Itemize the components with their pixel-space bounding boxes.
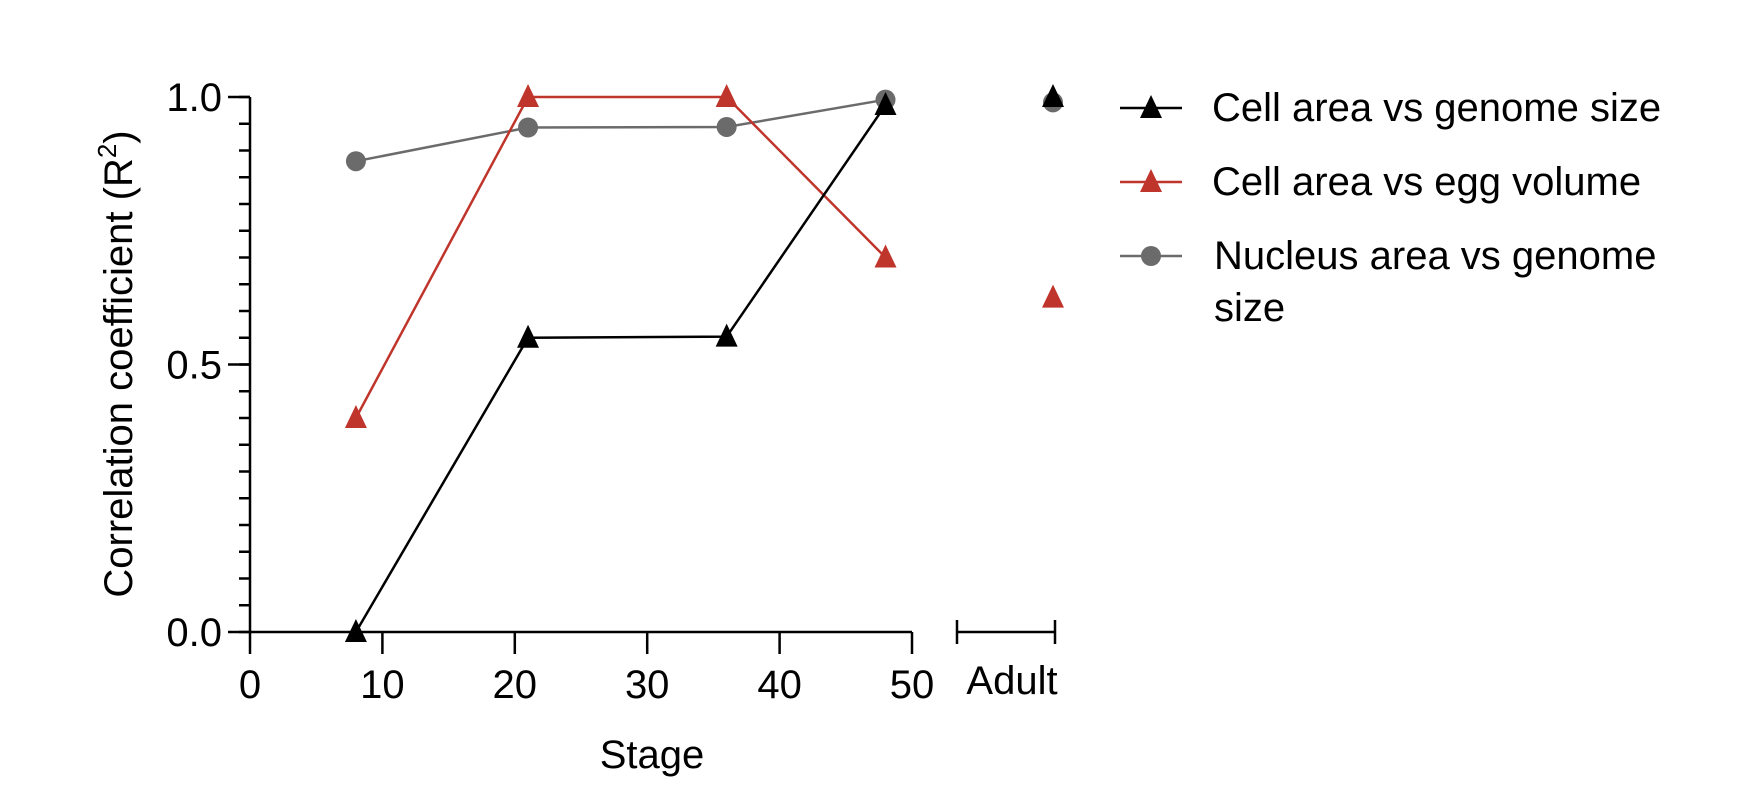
legend-label: Cell area vs egg volume — [1212, 160, 1641, 204]
y-tick-label: 0.5 — [166, 344, 222, 388]
legend-item: Cell area vs egg volume — [1120, 160, 1641, 204]
legend-item: Nucleus area vs genome size — [1120, 234, 1656, 330]
series-0 — [344, 84, 1064, 642]
data-point — [344, 619, 367, 642]
data-point — [345, 151, 366, 172]
x-tick-label: 40 — [757, 663, 802, 707]
axes: 0.0 0.5 1.0 0 10 20 30 40 50 Adult Stage Correlatio… — [92, 76, 1058, 777]
series-line — [355, 98, 886, 163]
data-point — [716, 116, 737, 137]
data-point — [344, 405, 367, 428]
legend-label: size — [1214, 286, 1285, 330]
data-point — [518, 117, 539, 138]
adult-point — [1042, 284, 1064, 308]
x-tick-label: 0 — [239, 663, 261, 707]
data-point — [715, 84, 738, 107]
adult-point — [1042, 84, 1064, 107]
legend-marker — [1140, 95, 1162, 118]
series-1 — [344, 84, 1064, 428]
x-tick-label: 30 — [625, 663, 670, 707]
legend-item: Cell area vs genome size — [1120, 86, 1661, 130]
series-line — [354, 104, 887, 633]
data-point — [517, 324, 540, 348]
legend-label: Cell area vs genome size — [1212, 86, 1661, 130]
legend-marker — [1141, 246, 1161, 266]
y-tick-label: 0.0 — [166, 611, 222, 655]
y-axis-title: Correlation coefficient (R2) — [92, 130, 141, 597]
y-axis-title-close: ) — [97, 130, 141, 143]
data-point — [874, 92, 897, 116]
y-axis-title-main: Correlation coefficient (R — [97, 158, 141, 597]
data-point — [874, 244, 897, 268]
x-axis-title: Stage — [600, 733, 705, 777]
data-point — [517, 84, 540, 107]
y-axis-title-sup: 2 — [92, 144, 122, 158]
series-layer — [344, 84, 1064, 642]
y-tick-label: 1.0 — [166, 76, 222, 120]
x-tick-label: 10 — [360, 663, 405, 707]
x-tick-label: 20 — [493, 663, 538, 707]
x-tick-label: 50 — [890, 663, 935, 707]
legend-marker — [1140, 169, 1162, 192]
adult-label: Adult — [966, 659, 1057, 703]
series-line — [354, 95, 887, 419]
data-point — [715, 323, 738, 347]
legend: Cell area vs genome size Cell area vs egg… — [1120, 86, 1661, 330]
legend-label: Nucleus area vs genome — [1214, 234, 1656, 278]
series-2 — [345, 89, 1063, 172]
